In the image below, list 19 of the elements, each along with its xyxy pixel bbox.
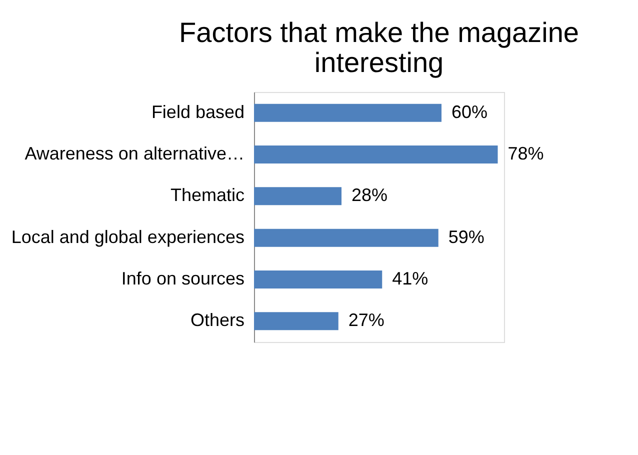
data-label: 28%	[352, 185, 388, 206]
data-label: 60%	[452, 102, 488, 122]
bar	[254, 228, 438, 247]
y-tick-label: Others	[190, 310, 244, 330]
bar	[254, 146, 498, 164]
chart-title: Factors that make the magazine interesting	[179, 17, 579, 78]
y-tick-label: Thematic	[170, 185, 244, 206]
y-tick-label: Local and global experiences	[11, 226, 244, 247]
bar	[254, 187, 342, 206]
y-tick-label: Field based	[151, 102, 244, 122]
data-label: 59%	[448, 226, 484, 247]
bar	[254, 104, 442, 122]
data-label: 27%	[348, 310, 384, 330]
y-tick-label: Awareness on alternative…	[24, 144, 244, 164]
y-tick-label: Info on sources	[121, 268, 244, 288]
data-label: 78%	[508, 144, 544, 164]
bar	[254, 312, 338, 330]
data-label: 41%	[392, 268, 428, 288]
bar	[254, 270, 382, 288]
